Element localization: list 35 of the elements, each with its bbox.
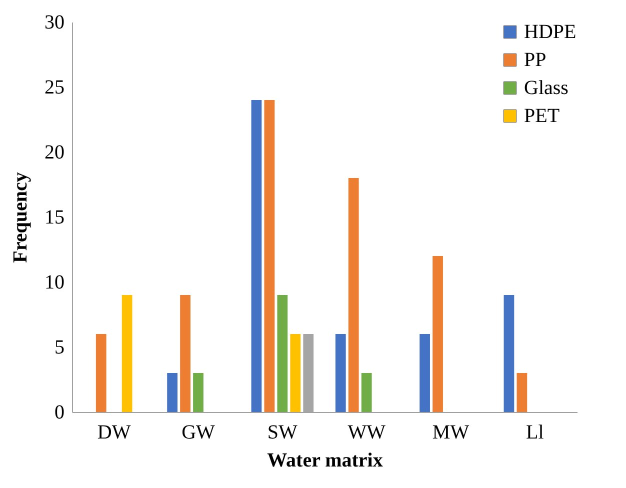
bar [335, 334, 346, 412]
y-axis-title: Frequency [10, 172, 32, 263]
legend-label: Glass [524, 77, 569, 99]
bar [264, 100, 275, 412]
bar [290, 334, 301, 412]
y-tick-label: 20 [44, 142, 64, 164]
y-tick-label: 0 [54, 402, 64, 424]
x-tick-label: SW [267, 422, 298, 444]
y-tick-label: 25 [44, 76, 64, 98]
bar [180, 295, 190, 412]
y-tick-label: 10 [44, 272, 64, 294]
bar [122, 295, 132, 412]
bar [516, 373, 528, 412]
x-axis-title: Water matrix [267, 450, 383, 472]
bar [277, 295, 288, 412]
legend-label: PET [524, 105, 560, 127]
bar [361, 373, 372, 412]
bar [251, 100, 262, 412]
bar [193, 373, 204, 412]
bar [96, 334, 106, 412]
y-tick-label: 5 [54, 336, 64, 358]
bar [504, 295, 514, 412]
x-tick-label: MW [432, 422, 470, 444]
bar [167, 373, 178, 412]
y-tick-label: 15 [44, 206, 64, 228]
legend-label: HDPE [524, 21, 576, 43]
x-tick-label: GW [182, 422, 216, 444]
x-tick-label: WW [348, 422, 386, 444]
bar [348, 178, 359, 412]
legend-label: PP [524, 49, 546, 71]
y-tick-label: 30 [44, 12, 64, 34]
x-tick-label: DW [97, 422, 131, 444]
x-tick-label: Ll [526, 422, 544, 444]
bar [432, 256, 443, 412]
bar [420, 334, 430, 412]
